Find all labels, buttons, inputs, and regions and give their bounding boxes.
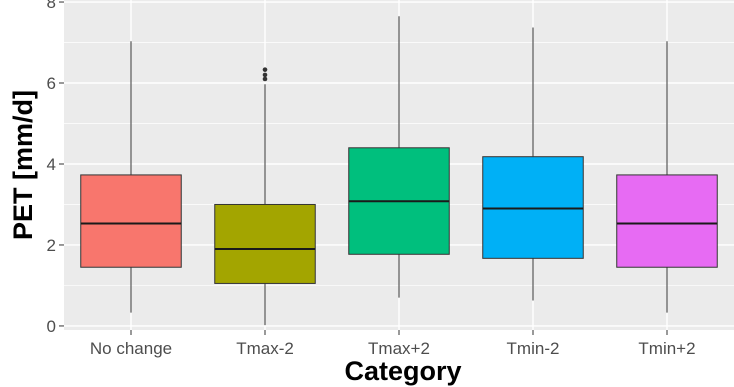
y-axis: 0 2 4 6 8 — [47, 0, 64, 336]
outlier-point — [262, 72, 268, 78]
box-iqr — [482, 156, 584, 259]
box-tmin-2 — [482, 27, 584, 301]
box-tmin-2 — [616, 41, 718, 313]
x-tick-label: Tmin-2 — [507, 339, 560, 358]
box-iqr — [616, 174, 718, 268]
y-tick-label: 2 — [47, 236, 56, 255]
outlier-point — [262, 67, 268, 72]
x-axis-title: Category — [344, 356, 461, 386]
y-tick-label: 4 — [47, 155, 56, 174]
x-tick-label: Tmax+2 — [368, 339, 430, 358]
box-iqr — [80, 174, 182, 268]
box-tmax-2 — [348, 16, 450, 298]
y-tick-label: 0 — [47, 317, 56, 336]
x-tick-label: No change — [90, 339, 172, 358]
box-series — [80, 16, 718, 326]
box-iqr — [214, 203, 316, 284]
y-tick-label: 6 — [47, 74, 56, 93]
x-axis: No change Tmax-2 Tmax+2 Tmin-2 Tmin+2 — [90, 330, 696, 358]
box-no-change — [80, 41, 182, 313]
outlier-point — [262, 76, 268, 82]
y-tick-label: 8 — [47, 0, 56, 12]
y-axis-title: PET [mm/d] — [8, 90, 38, 240]
box-tmax-2 — [214, 67, 316, 326]
x-tick-label: Tmax-2 — [236, 339, 294, 358]
x-tick-label: Tmin+2 — [638, 339, 695, 358]
